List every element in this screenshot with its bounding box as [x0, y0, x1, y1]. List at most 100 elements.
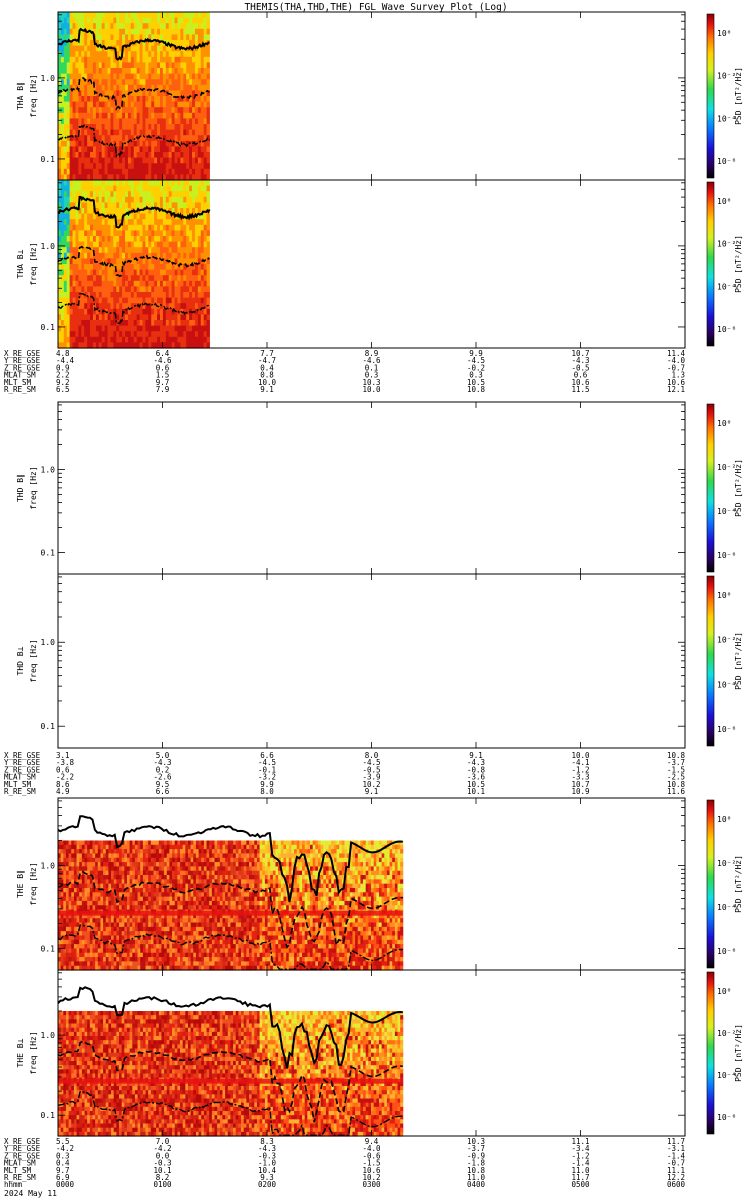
ephemeris-value: 0.2 — [156, 765, 170, 774]
ephemeris-value: -1.2 — [571, 765, 589, 774]
ephemeris-value: -1.5 — [667, 765, 685, 774]
ephemeris-value: -3.6 — [467, 773, 486, 782]
ephemeris-value: 9.1 — [260, 385, 274, 394]
spectrogram — [58, 180, 210, 349]
y-axis-probe-label: THD B⊥ — [16, 646, 25, 675]
y-tick-label: 0.1 — [41, 323, 56, 332]
colorbar-tick-label: 10⁰ — [717, 197, 731, 206]
ephemeris-value: 0500 — [571, 1180, 590, 1189]
ephemeris-value: 0400 — [467, 1180, 486, 1189]
ephemeris-value: 10.3 — [362, 378, 380, 387]
ephemeris-row-label: X_RE_GSE — [4, 349, 41, 358]
ephemeris-value: 10.8 — [467, 385, 486, 394]
ephemeris-row-label: Y_RE_GSE — [4, 1144, 41, 1153]
ephemeris-value: -0.5 — [571, 363, 589, 372]
colorbar-tick-label: 10⁰ — [717, 29, 731, 38]
ephemeris-row-label: Y_RE_GSE — [4, 356, 41, 365]
colorbar-tick-label: 10⁻⁶ — [717, 725, 736, 734]
y-axis-unit-label: freq [Hz] — [29, 639, 38, 682]
ephemeris-value: 0.6 — [156, 363, 170, 372]
y-tick-label: 1.0 — [41, 638, 56, 647]
ephemeris-value: 7.0 — [156, 1137, 170, 1146]
ephemeris-value: 9.2 — [56, 378, 70, 387]
ephemeris-value: 11.1 — [571, 1137, 589, 1146]
panel-frame — [57, 401, 686, 575]
ephemeris-value: 10.6 — [362, 1166, 381, 1175]
ephemeris-value: 10.4 — [258, 1166, 277, 1175]
spectrogram — [58, 1011, 404, 1137]
ephemeris-value: 10.1 — [467, 787, 485, 796]
ephemeris-value: -4.0 — [362, 1144, 381, 1153]
ephemeris-row-label: R_RE_SM — [4, 385, 36, 394]
ephemeris-value: 9.1 — [365, 787, 379, 796]
ephemeris-value: 8.2 — [156, 1173, 170, 1182]
ephemeris-value: -1.8 — [467, 1159, 486, 1168]
ephemeris-value: 10.8 — [667, 780, 686, 789]
ephemeris-row-label: hhmm — [4, 1180, 23, 1189]
colorbar-label: PSD [nT²/Hz] — [734, 459, 743, 517]
y-axis-unit-label: freq [Hz] — [29, 242, 38, 285]
ephemeris-value: -0.3 — [153, 1159, 171, 1168]
ephemeris-value: 8.0 — [365, 751, 379, 760]
ephemeris-value: 10.2 — [362, 1173, 380, 1182]
ephemeris-value: 10.2 — [362, 780, 380, 789]
ephemeris-value: 0.6 — [56, 765, 70, 774]
ephemeris-value: 10.1 — [153, 1166, 171, 1175]
ephemeris-value: 3.1 — [56, 751, 70, 760]
ephemeris-row-label: MLT_SM — [4, 378, 32, 387]
ephemeris-row-label: X_RE_GSE — [4, 751, 41, 760]
ephemeris-row-label: R_RE_SM — [4, 1173, 36, 1182]
colorbar-tick-label: 10⁰ — [717, 419, 731, 428]
colorbar — [706, 799, 715, 969]
frequency-lines — [57, 195, 211, 325]
date-label: 2024 May 11 — [4, 1189, 57, 1198]
ephemeris-value: 0.6 — [574, 371, 588, 380]
ephemeris-value: 9.9 — [260, 780, 274, 789]
frequency-lines — [57, 986, 403, 1136]
ephemeris-value: 0300 — [362, 1180, 381, 1189]
ephemeris-value: -4.3 — [153, 758, 171, 767]
ephemeris-value: 0.9 — [56, 363, 70, 372]
ephemeris-value: -0.3 — [258, 1151, 276, 1160]
colorbar-tick-label: 10⁻² — [717, 72, 736, 81]
frequency-lines — [57, 815, 403, 970]
ephemeris-value: 11.1 — [667, 1166, 685, 1175]
ephemeris-value: 10.0 — [571, 751, 590, 760]
y-tick-label: 0.1 — [41, 1111, 56, 1120]
colorbar-label: PSD [nT²/Hz] — [734, 235, 743, 293]
ephemeris-value: -0.9 — [467, 1151, 485, 1160]
ephemeris-value: 9.7 — [56, 1166, 70, 1175]
y-tick-label: 0.1 — [41, 549, 56, 558]
ephemeris-value: -0.1 — [258, 765, 276, 774]
ephemeris-row-label: MLT_SM — [4, 1166, 32, 1175]
ephemeris-value: 6.6 — [260, 751, 274, 760]
colorbar-label: PSD [nT²/Hz] — [734, 67, 743, 125]
ephemeris-value: 11.0 — [571, 1166, 590, 1175]
y-axis-unit-label: freq [Hz] — [29, 466, 38, 509]
ephemeris-value: -1.4 — [571, 1159, 590, 1168]
colorbar-tick-label: 10⁻⁶ — [717, 1113, 736, 1122]
ephemeris-value: -3.2 — [258, 773, 276, 782]
panel-2: 1.0 0.1 THA B⊥ freq [Hz] 10⁰ 10⁻² 10⁻⁴ 10⁻⁶ PSD … — [16, 179, 743, 349]
ephemeris-value: 0100 — [153, 1180, 172, 1189]
ephemeris-value: -4.6 — [153, 356, 172, 365]
colorbar-tick-label: 10⁻⁶ — [717, 551, 736, 560]
ephemeris-value: -2.2 — [56, 773, 74, 782]
ephemeris-value: 1.3 — [671, 371, 685, 380]
ephemeris-value: 9.4 — [365, 1137, 379, 1146]
colorbar-label: PSD [nT²/Hz] — [734, 632, 743, 690]
ephemeris-value: 10.7 — [571, 780, 589, 789]
ephemeris-block-1: X_RE_GSE 4.8 6.4 7.7 8.9 9.9 10.7 11.4 Y_RE_GSE -… — [4, 349, 685, 394]
ephemeris-value: -3.7 — [667, 758, 685, 767]
colorbar-tick-label: 10⁻⁴ — [717, 282, 736, 291]
y-tick-label: 1.0 — [41, 466, 56, 475]
ephemeris-value: -4.3 — [571, 356, 589, 365]
ephemeris-value: 9.5 — [156, 780, 170, 789]
colorbar-tick-label: 10⁻⁶ — [717, 947, 736, 956]
y-axis-unit-label: freq [Hz] — [29, 1031, 38, 1074]
ephemeris-value: -2.5 — [667, 773, 685, 782]
ephemeris-row-label: R_RE_SM — [4, 787, 36, 796]
ephemeris-value: 11.0 — [467, 1173, 486, 1182]
ephemeris-value: -4.5 — [362, 758, 380, 767]
ephemeris-value: 9.9 — [469, 349, 483, 358]
